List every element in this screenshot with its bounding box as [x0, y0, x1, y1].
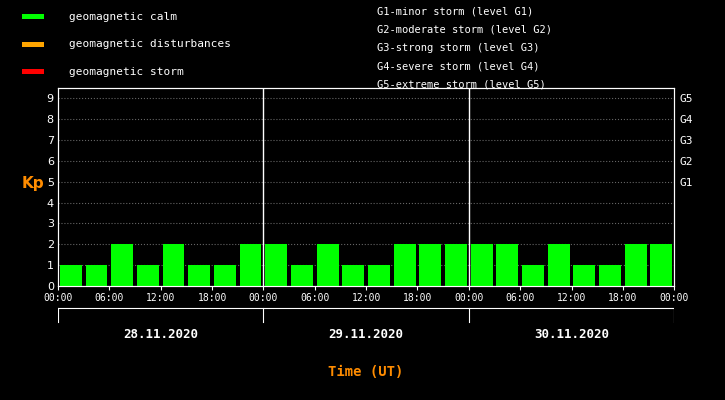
Bar — [291, 265, 313, 286]
Bar — [573, 265, 595, 286]
Bar — [625, 244, 647, 286]
Text: G2-moderate storm (level G2): G2-moderate storm (level G2) — [377, 24, 552, 34]
Bar — [22, 14, 44, 19]
Bar — [522, 265, 544, 286]
Bar — [394, 244, 415, 286]
Y-axis label: Kp: Kp — [22, 176, 45, 191]
Bar — [342, 265, 364, 286]
Bar — [650, 244, 672, 286]
Bar — [265, 244, 287, 286]
Bar — [240, 244, 262, 286]
Text: geomagnetic calm: geomagnetic calm — [69, 12, 177, 22]
Text: geomagnetic disturbances: geomagnetic disturbances — [69, 39, 231, 49]
Bar — [60, 265, 82, 286]
Text: G5-extreme storm (level G5): G5-extreme storm (level G5) — [377, 80, 546, 90]
Text: G3-strong storm (level G3): G3-strong storm (level G3) — [377, 43, 539, 53]
Text: G4-severe storm (level G4): G4-severe storm (level G4) — [377, 61, 539, 71]
Bar — [368, 265, 390, 286]
Text: Time (UT): Time (UT) — [328, 365, 404, 379]
Bar — [86, 265, 107, 286]
Bar — [548, 244, 570, 286]
Bar — [419, 244, 442, 286]
Bar — [471, 244, 492, 286]
Bar — [317, 244, 339, 286]
Text: 29.11.2020: 29.11.2020 — [328, 328, 404, 340]
Text: 28.11.2020: 28.11.2020 — [123, 328, 198, 340]
Text: geomagnetic storm: geomagnetic storm — [69, 67, 183, 77]
Bar — [162, 244, 184, 286]
Bar — [111, 244, 133, 286]
Text: 30.11.2020: 30.11.2020 — [534, 328, 609, 340]
Bar — [497, 244, 518, 286]
Bar — [599, 265, 621, 286]
Bar — [22, 69, 44, 74]
Bar — [137, 265, 159, 286]
Bar — [214, 265, 236, 286]
Bar — [188, 265, 210, 286]
Text: G1-minor storm (level G1): G1-minor storm (level G1) — [377, 6, 534, 16]
Bar — [445, 244, 467, 286]
Bar — [22, 42, 44, 47]
